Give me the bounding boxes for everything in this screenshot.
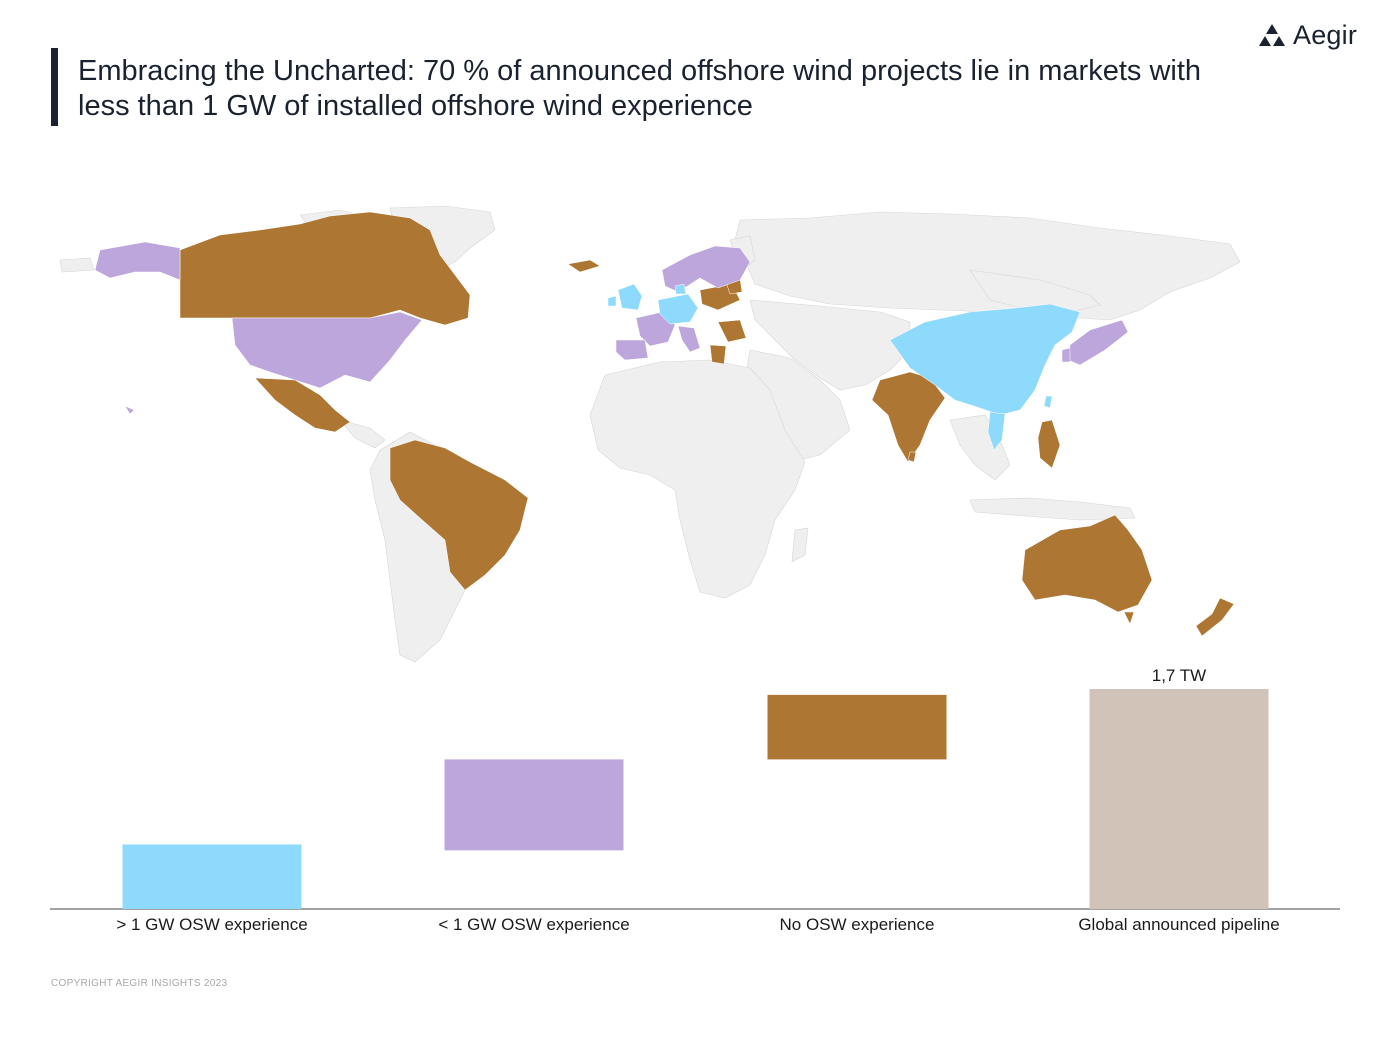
map-mexico bbox=[254, 377, 351, 433]
map-usa bbox=[231, 311, 423, 389]
x-tick-label-1: < 1 GW OSW experience bbox=[438, 915, 629, 934]
map-philippines bbox=[1037, 419, 1061, 469]
map-ireland bbox=[607, 295, 617, 307]
bar-2 bbox=[767, 694, 947, 760]
map-east-asia-north bbox=[969, 269, 1101, 313]
map-hawaii bbox=[124, 405, 135, 415]
map-pacific-islands bbox=[59, 257, 95, 273]
map-sri-lanka bbox=[907, 451, 917, 463]
map-japan bbox=[1067, 319, 1129, 366]
map-africa bbox=[589, 359, 806, 599]
map-new-zealand bbox=[1195, 597, 1235, 637]
map-russia bbox=[734, 211, 1241, 321]
x-tick-label-3: Global announced pipeline bbox=[1078, 915, 1279, 934]
brand-logo: Aegir bbox=[1259, 19, 1357, 51]
x-tick-label-2: No OSW experience bbox=[780, 915, 935, 934]
map-italy bbox=[677, 325, 701, 353]
map-vietnam bbox=[987, 411, 1006, 451]
map-indonesia bbox=[969, 497, 1136, 521]
map-central-america bbox=[339, 419, 386, 449]
page-title: Embracing the Uncharted: 70 % of announc… bbox=[78, 55, 1202, 122]
map-tasmania bbox=[1123, 611, 1135, 625]
copyright-notice: COPYRIGHT AEGIR INSIGHTS 2023 bbox=[51, 978, 228, 989]
map-madagascar bbox=[791, 527, 809, 563]
brand-name: Aegir bbox=[1293, 19, 1358, 50]
map-iberia bbox=[615, 339, 649, 361]
map-australia bbox=[1021, 514, 1153, 613]
world-map-svg bbox=[59, 205, 1241, 663]
map-romania bbox=[717, 319, 747, 343]
map-taiwan bbox=[1043, 395, 1053, 409]
map-iceland bbox=[567, 259, 601, 273]
triangles-logo-icon bbox=[1259, 24, 1285, 46]
map-india bbox=[871, 371, 946, 463]
bar-1 bbox=[444, 759, 624, 851]
world-map bbox=[50, 200, 1242, 670]
map-denmark bbox=[674, 283, 687, 295]
map-scandinavia bbox=[661, 245, 751, 293]
map-brazil bbox=[389, 439, 529, 591]
title-accent-bar bbox=[51, 48, 58, 126]
map-alaska bbox=[94, 241, 181, 281]
x-tick-label-0: > 1 GW OSW experience bbox=[116, 915, 307, 934]
map-korea bbox=[1061, 347, 1071, 363]
map-uk bbox=[617, 283, 643, 311]
bar-3 bbox=[1089, 689, 1269, 909]
map-canada bbox=[179, 211, 471, 326]
map-germany-belgium-nl bbox=[657, 293, 699, 325]
bar-0 bbox=[122, 844, 302, 909]
map-central-asia bbox=[749, 299, 911, 391]
map-greece bbox=[709, 344, 727, 365]
map-southeast-asia bbox=[949, 414, 1011, 481]
map-china bbox=[889, 303, 1081, 416]
